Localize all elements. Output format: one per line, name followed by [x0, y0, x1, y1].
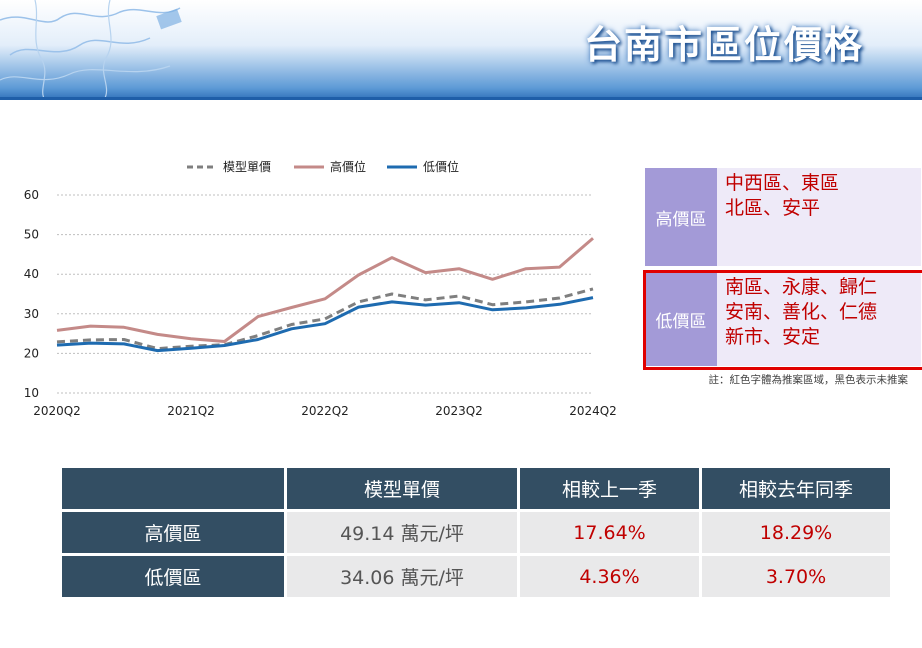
y-tick-label: 10	[24, 386, 39, 400]
x-tick-label: 2024Q2	[569, 404, 617, 418]
table-header-row: 模型單價 相較上一季 相較去年同季	[62, 468, 890, 509]
table-row: 低價區 34.06 萬元/坪 4.36% 3.70%	[62, 556, 890, 597]
qoq-cell: 17.64%	[520, 512, 699, 553]
high-zone-areas: 中西區、東區 北區、安平	[717, 168, 921, 266]
low-zone-row: 低價區 南區、永康、歸仁 安南、善化、仁德 新市、安定	[645, 272, 921, 366]
low-zone-area-line: 新市、安定	[725, 326, 821, 348]
high-zone-area-line: 北區、安平	[725, 197, 821, 219]
yoy-cell: 18.29%	[702, 512, 890, 553]
x-tick-label: 2023Q2	[435, 404, 483, 418]
low-zone-areas: 南區、永康、歸仁 安南、善化、仁德 新市、安定	[717, 272, 921, 366]
y-tick-label: 30	[24, 307, 39, 321]
legend-label: 模型單價	[223, 160, 271, 174]
table-row: 高價區 49.14 萬元/坪 17.64% 18.29%	[62, 512, 890, 553]
y-tick-label: 60	[24, 188, 39, 202]
table-header-cell	[62, 468, 284, 509]
high-zone-row: 高價區 中西區、東區 北區、安平	[645, 168, 921, 266]
price-cell: 34.06 萬元/坪	[287, 556, 517, 597]
header-divider	[0, 97, 922, 100]
series-line	[56, 296, 594, 353]
price-cell: 49.14 萬元/坪	[287, 512, 517, 553]
low-zone-label: 低價區	[645, 272, 717, 366]
y-tick-label: 40	[24, 267, 39, 281]
slide-header: 台南市區位價格	[0, 0, 922, 100]
y-tick-label: 20	[24, 346, 39, 360]
series-line	[56, 287, 594, 351]
low-zone-area-line: 南區、永康、歸仁	[725, 276, 878, 298]
qoq-cell: 4.36%	[520, 556, 699, 597]
table-header-cell: 模型單價	[287, 468, 517, 509]
table-header-cell: 相較上一季	[520, 468, 699, 509]
series-line	[56, 237, 594, 343]
price-line-chart: 10 20 30 40 50 60 2020Q2 2021Q2 2022Q2 2023Q2 2024…	[24, 159, 617, 418]
summary-table: 模型單價 相較上一季 相較去年同季 高價區 49.14 萬元/坪 17.64% …	[59, 465, 893, 600]
high-zone-area-line: 中西區、東區	[725, 172, 840, 194]
page-title: 台南市區位價格	[583, 23, 864, 67]
yoy-cell: 3.70%	[702, 556, 890, 597]
panel-note: 註：紅色字體為推案區域，黑色表示未推案	[708, 374, 909, 386]
x-tick-label: 2021Q2	[167, 404, 215, 418]
table-header-cell: 相較去年同季	[702, 468, 890, 509]
zone-panel: 高價區 中西區、東區 北區、安平 低價區 南區、永康、歸仁 安南、善化、仁德 新…	[643, 168, 922, 370]
map-decoration-icon	[0, 0, 182, 100]
row-label: 低價區	[62, 556, 284, 597]
legend-label: 高價位	[330, 159, 366, 174]
high-zone-label: 高價區	[645, 168, 717, 266]
x-tick-label: 2022Q2	[301, 404, 349, 418]
legend-label: 低價位	[423, 159, 459, 174]
x-tick-label: 2020Q2	[33, 404, 81, 418]
y-tick-label: 50	[24, 228, 39, 242]
low-zone-area-line: 安南、善化、仁德	[725, 301, 878, 323]
row-label: 高價區	[62, 512, 284, 553]
